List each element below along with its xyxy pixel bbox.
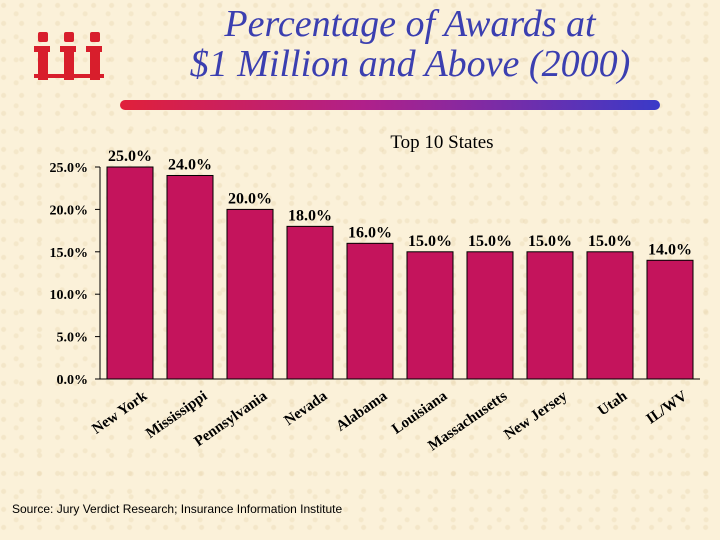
bar-value-label: 16.0%	[348, 224, 392, 241]
bar-value-label: 15.0%	[468, 233, 512, 250]
bar-chart: Top 10 States 0.0%5.0%10.0%15.0%20.0%25.…	[50, 132, 700, 455]
bar-value-label: 24.0%	[168, 156, 212, 173]
bar-value-label: 15.0%	[588, 233, 632, 250]
bar	[406, 251, 454, 380]
source-note: Source: Jury Verdict Research; Insurance…	[12, 502, 343, 516]
y-tick-label: 25.0%	[50, 161, 89, 176]
bar	[466, 251, 514, 380]
bar-value-label: 15.0%	[408, 233, 452, 250]
title-underline-bar	[120, 100, 660, 110]
bar	[226, 208, 274, 380]
x-tick-label: IL/WV	[644, 388, 691, 427]
slide-title-line2: $1 Million and Above (2000)	[189, 43, 631, 85]
y-tick-label: 15.0%	[50, 246, 89, 261]
x-tick-label: Nevada	[282, 388, 331, 429]
chart-title: Top 10 States	[390, 132, 493, 153]
value-labels-group: 25.0% 24.0% 20.0% 18.0% 16.0% 15.0% 15.0% 15.0%…	[108, 148, 692, 258]
slide-title: Percentage of Awards at $1 Million and A…	[110, 4, 710, 84]
bar	[346, 242, 394, 380]
y-tick-label: 10.0%	[50, 288, 89, 303]
bar	[646, 259, 694, 380]
bar-value-label: 15.0%	[528, 233, 572, 250]
bar-value-label: 25.0%	[108, 148, 152, 165]
x-tick-label: Utah	[595, 388, 631, 420]
bar-value-label: 14.0%	[648, 241, 692, 258]
y-tick-label: 5.0%	[57, 331, 89, 346]
bar	[286, 225, 334, 380]
bar-value-label: 20.0%	[228, 190, 272, 207]
x-tick-label: New York	[89, 388, 150, 438]
slide-title-line1: Percentage of Awards at	[224, 3, 596, 45]
y-tick-label: 0.0%	[57, 373, 89, 388]
bar	[526, 251, 574, 380]
bar	[106, 166, 154, 380]
iii-logo-icon	[34, 32, 104, 80]
x-tick-label: New Jersey	[501, 388, 570, 443]
y-tick-label: 20.0%	[50, 203, 89, 218]
bar	[586, 251, 634, 380]
bar-value-label: 18.0%	[288, 207, 332, 224]
bar	[166, 174, 214, 380]
x-tick-label: Alabama	[333, 388, 390, 435]
bars-group	[106, 166, 694, 380]
